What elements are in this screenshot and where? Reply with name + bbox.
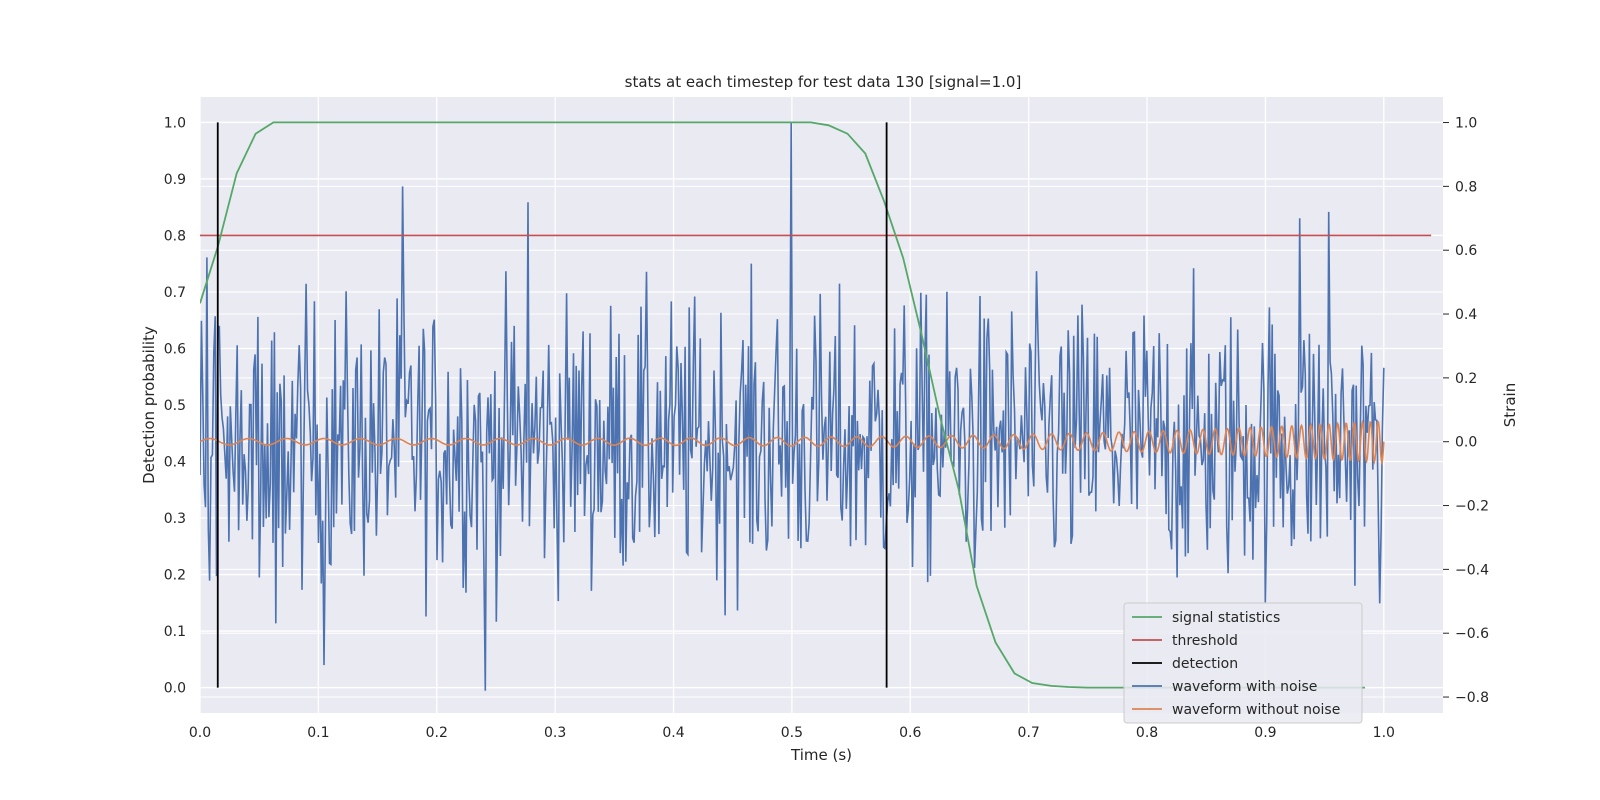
waveform-with-noise-line: [200, 122, 1385, 691]
y2-tick-label: 0.2: [1455, 371, 1477, 387]
x-tick-label: 0.6: [899, 725, 921, 741]
legend-signal-statistics-label: signal statistics: [1172, 610, 1280, 626]
y-tick-label: 0.3: [164, 511, 186, 527]
y2-tick-label: −0.2: [1455, 499, 1489, 515]
x-tick-label: 0.1: [307, 725, 329, 741]
y2-tick-label: 1.0: [1455, 116, 1477, 132]
y2-tick-label: 0.0: [1455, 435, 1477, 451]
legend-box: [1123, 602, 1363, 724]
signal-statistics-line: [200, 121, 1365, 689]
y-tick-label: 0.1: [164, 624, 186, 640]
x-tick-label: 0.3: [544, 725, 566, 741]
x-tick-label: 0.2: [426, 725, 448, 741]
legend-waveform-with-noise-label: waveform with noise: [1172, 679, 1317, 695]
x-tick-label: 1.0: [1373, 725, 1395, 741]
y-tick-label: 0.9: [164, 172, 186, 188]
y2-tick-label: 0.8: [1455, 179, 1477, 195]
y-tick-label: 0.5: [164, 398, 186, 414]
y-tick-label: 0.0: [164, 681, 186, 697]
y-tick-label: 0.6: [164, 341, 186, 357]
y-tick-label: 0.2: [164, 568, 186, 584]
y-tick-label: 0.8: [164, 228, 186, 244]
legend-detection-label: detection: [1172, 656, 1238, 672]
x-tick-label: 0.7: [1018, 725, 1040, 741]
series-layer: [200, 121, 1432, 691]
y-tick-label: 1.0: [164, 115, 186, 131]
axes: 0.0 0.1 0.2 0.3 0.4 0.5 0.6 0.7 0.8 0.9 1.0 0.0 0.1 0…: [164, 115, 1489, 741]
x-tick-label: 0.5: [781, 725, 803, 741]
y2-tick-label: 0.4: [1455, 307, 1477, 323]
y2-tick-label: −0.4: [1455, 562, 1489, 578]
y-axis-label: Detection probability: [140, 326, 158, 484]
y2-tick-label: −0.8: [1455, 690, 1489, 706]
y2-tick-label: 0.6: [1455, 243, 1477, 259]
y-tick-label: 0.7: [164, 285, 186, 301]
y-tick-label: 0.4: [164, 455, 186, 471]
x-tick-label: 0.9: [1254, 725, 1276, 741]
legend-waveform-without-noise-label: waveform without noise: [1172, 702, 1340, 718]
waveform-without-noise-line: [200, 419, 1385, 466]
y2-axis-label: Strain: [1501, 383, 1519, 427]
legend-threshold-label: threshold: [1172, 633, 1238, 649]
x-axis-label: Time (s): [790, 746, 852, 764]
y2-tick-label: −0.6: [1455, 626, 1489, 642]
legend: signal statistics threshold detection wavef…: [1123, 602, 1363, 724]
x-tick-label: 0.4: [662, 725, 684, 741]
chart-title: stats at each timestep for test data 130…: [625, 73, 1022, 91]
x-tick-label: 0.0: [189, 725, 211, 741]
x-tick-label: 0.8: [1136, 725, 1158, 741]
